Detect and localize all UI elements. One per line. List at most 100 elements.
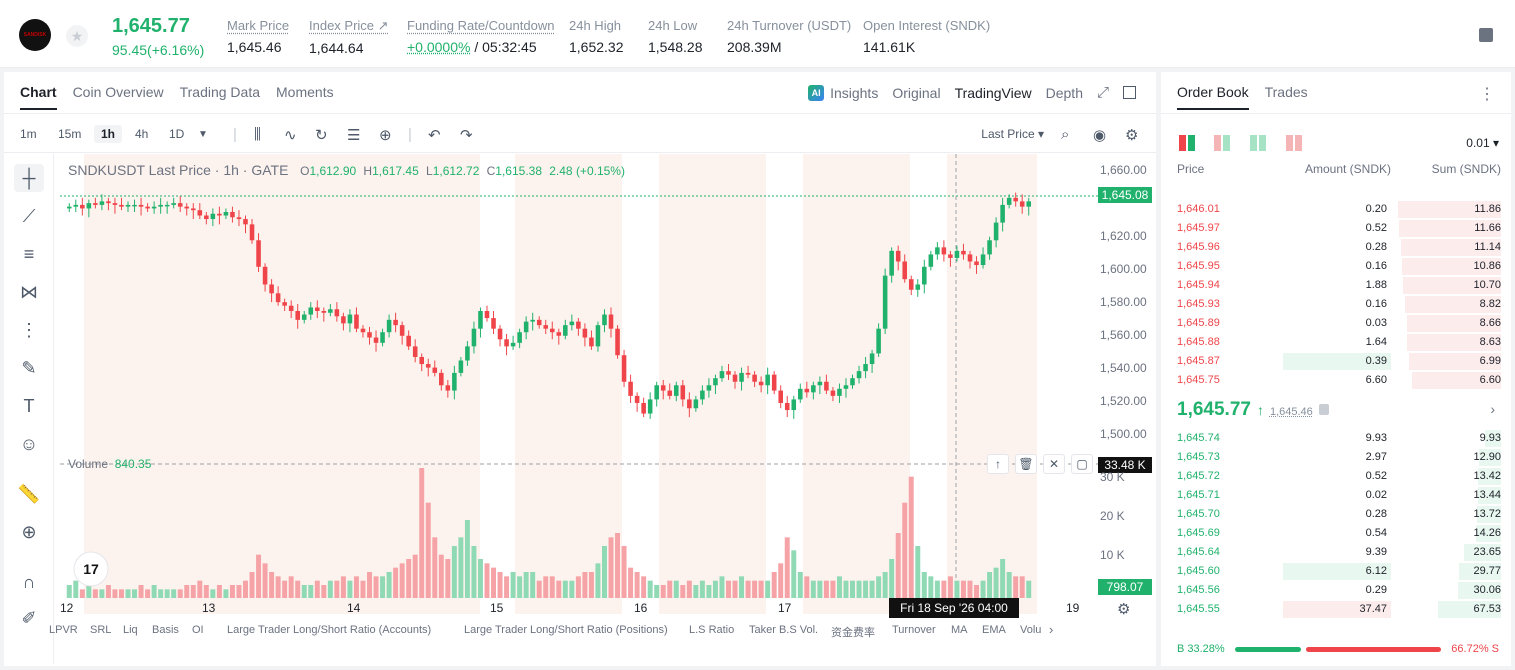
bid-row[interactable]: 1,645.55 37.47 67.53 [1161,600,1511,619]
window-icon[interactable] [1123,86,1136,99]
indicator-lpvr[interactable]: LPVR [49,624,78,636]
bid-row[interactable]: 1,645.71 0.02 13.44 [1161,486,1511,505]
tab-original[interactable]: Original [892,84,941,101]
interval-15m[interactable]: 15m [58,127,82,141]
indicator-oi[interactable]: OI [192,624,204,636]
text-tool-icon[interactable]: T [23,395,35,416]
view-both-alt-icon[interactable] [1214,135,1230,151]
indicator-srl[interactable]: SRL [90,624,112,636]
interval-1d[interactable]: 1D [169,127,185,141]
ask-row[interactable]: 1,645.96 0.28 11.14 [1161,238,1511,257]
tab-moments[interactable]: Moments [276,84,334,100]
indicator-scroll-right-icon[interactable]: › [1049,622,1054,637]
zoom-in-tool-icon[interactable]: ⊕ [21,521,37,542]
refresh-icon[interactable]: ↻ [315,127,328,144]
add-alert-icon[interactable]: ⊕ [379,127,392,144]
volume-bar [158,589,164,598]
volume-bar [634,572,640,598]
tab-trades[interactable]: Trades [1264,84,1308,100]
indicator-liq[interactable]: Liq [123,624,138,636]
interval-dropdown-icon[interactable]: ▼ [198,129,208,140]
bid-row[interactable]: 1,645.74 9.93 9.93 [1161,429,1511,448]
collapse-icon[interactable]: ✕ [1043,454,1065,474]
bid-row[interactable]: 1,645.64 9.39 23.65 [1161,543,1511,562]
move-up-icon[interactable]: ↑ [987,454,1009,474]
notes-icon[interactable] [1479,28,1493,42]
ask-row[interactable]: 1,645.93 0.16 8.82 [1161,295,1511,314]
templates-icon[interactable]: ☰ [347,127,361,144]
redo-icon[interactable]: ↷ [460,127,473,144]
bid-row[interactable]: 1,645.72 0.52 13.42 [1161,467,1511,486]
candle-body [458,360,464,373]
indicator-funding[interactable]: 资金费率 [831,627,875,639]
fullscreen-icon[interactable]: ⤢ [1096,84,1109,101]
axis-settings-icon[interactable]: ⚙ [1117,601,1131,618]
time-axis[interactable]: 12 13 14 15 16 17 19 [60,598,1100,618]
candle-type-icon[interactable]: ⫼ [254,126,261,143]
view-bids-icon[interactable] [1250,135,1266,151]
indicator-ema[interactable]: EMA [982,624,1006,636]
tab-order-book[interactable]: Order Book [1177,84,1249,110]
tab-trading-data[interactable]: Trading Data [179,84,261,100]
indicator-taker-vol[interactable]: Taker B.S Vol. [749,624,819,636]
indicator-lt-accounts[interactable]: Large Trader Long/Short Ratio (Accounts) [227,624,432,636]
pencil-lock-tool-icon[interactable]: ✐ [21,607,37,628]
tab-tradingview[interactable]: TradingView [954,84,1032,101]
ask-row[interactable]: 1,645.97 0.52 11.66 [1161,219,1511,238]
horizontal-lines-tool-icon[interactable]: ≡ [23,243,35,264]
delete-icon[interactable]: 🗑 [1015,454,1037,474]
fib-tool-icon[interactable]: ⋮ [20,319,38,340]
indicator-ls-ratio[interactable]: L.S Ratio [689,624,735,636]
bid-row[interactable]: 1,645.69 0.54 14.26 [1161,524,1511,543]
ask-row[interactable]: 1,645.88 1.64 8.63 [1161,333,1511,352]
crosshair-tool-icon[interactable]: ┼ [14,164,44,192]
ask-row[interactable]: 1,646.01 0.20 11.86 [1161,200,1511,219]
price-type-select[interactable]: Last Price ▾ [981,127,1044,141]
tab-coin-overview[interactable]: Coin Overview [72,84,164,100]
indicator-basis[interactable]: Basis [152,624,179,636]
tab-depth[interactable]: Depth [1045,84,1083,101]
stat-index-price[interactable]: Index Price ↗ 1,644.64 [309,18,389,56]
bid-row[interactable]: 1,645.73 2.97 12.90 [1161,448,1511,467]
maximize-icon[interactable]: ▢ [1071,454,1093,474]
undo-icon[interactable]: ↶ [428,127,441,144]
ask-row[interactable]: 1,645.94 1.88 10.70 [1161,276,1511,295]
magnet-tool-icon[interactable]: ∩ [22,571,36,592]
tick-size-select[interactable]: 0.01 ▾ [1466,136,1499,150]
settings-gear-icon[interactable]: ⚙ [1125,127,1139,144]
view-asks-icon[interactable] [1286,135,1302,151]
tab-chart[interactable]: Chart [20,84,57,110]
indicator-volume[interactable]: Volu [1020,624,1042,636]
interval-1m[interactable]: 1m [20,127,37,141]
indicator-ma[interactable]: MA [951,624,968,636]
more-menu-icon[interactable]: ⋮ [1479,86,1495,103]
camera-icon[interactable]: ◉ [1093,127,1107,144]
candle-body [908,279,914,290]
bid-row[interactable]: 1,645.70 0.28 13.72 [1161,505,1511,524]
favorite-star-icon[interactable]: ★ [66,25,88,47]
sum-cell: 11.86 [1474,203,1501,215]
search-icon[interactable]: ⌕ [1061,126,1070,143]
trendline-tool-icon[interactable]: ⟋ [22,205,36,226]
indicators-icon[interactable]: ∿ [284,127,297,144]
interval-1h[interactable]: 1h [94,125,123,143]
ask-row[interactable]: 1,645.89 0.03 8.66 [1161,314,1511,333]
candle-body [582,328,588,338]
view-both-icon[interactable] [1179,135,1195,151]
ask-row[interactable]: 1,645.87 0.39 6.99 [1161,352,1511,371]
ruler-tool-icon[interactable]: 📏 [17,483,41,504]
price-axis[interactable]: 1,660.00 1,620.00 1,600.00 1,580.00 1,56… [1098,154,1156,614]
price-chart[interactable]: 17 [60,154,1100,614]
indicator-turnover[interactable]: Turnover [892,624,936,636]
bid-row[interactable]: 1,645.56 0.29 30.06 [1161,581,1511,600]
pattern-tool-icon[interactable]: ⋈ [20,281,38,302]
interval-4h[interactable]: 4h [135,127,149,141]
bid-row[interactable]: 1,645.60 6.12 29.77 [1161,562,1511,581]
indicator-lt-positions[interactable]: Large Trader Long/Short Ratio (Positions… [464,624,668,636]
brush-tool-icon[interactable]: ✎ [21,357,37,378]
chevron-right-icon[interactable]: › [1490,401,1495,417]
ask-row[interactable]: 1,645.95 0.16 10.86 [1161,257,1511,276]
emoji-tool-icon[interactable]: ☺ [19,433,39,454]
tab-insights[interactable]: AI Insights [808,84,878,101]
ask-row[interactable]: 1,645.75 6.60 6.60 [1161,371,1511,390]
